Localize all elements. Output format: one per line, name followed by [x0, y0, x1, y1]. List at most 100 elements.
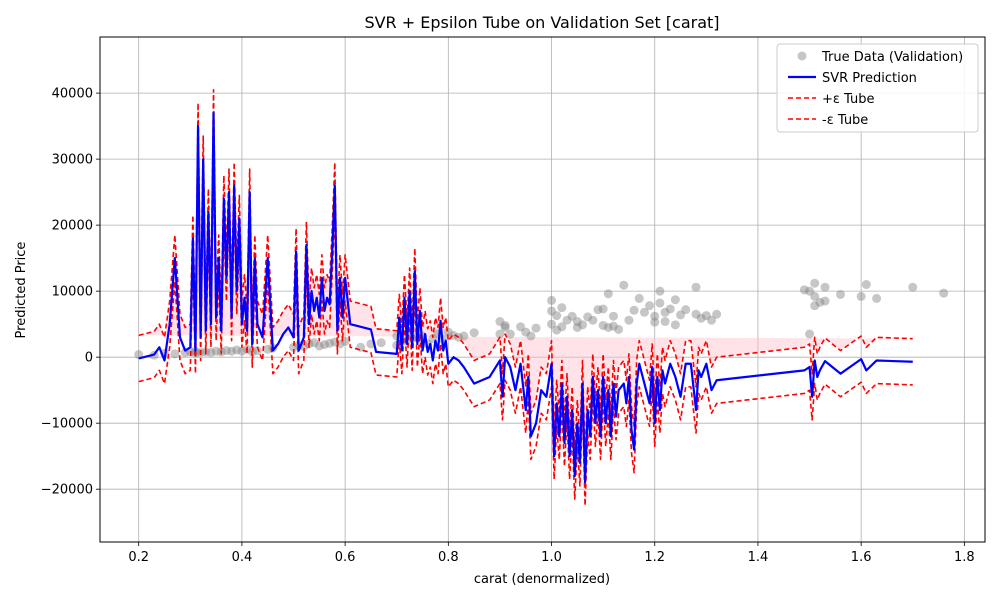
y-axis-label: Predicted Price [14, 242, 29, 339]
true-data-point [655, 298, 665, 308]
true-data-point [805, 286, 815, 296]
true-data-point [608, 321, 618, 331]
legend-label-true-data: True Data (Validation) [821, 50, 963, 65]
true-data-point [696, 313, 706, 323]
true-data-point [593, 305, 603, 315]
true-data-point [588, 315, 598, 325]
true-data-point [577, 320, 587, 330]
true-data-point [237, 346, 247, 356]
true-data-point [221, 346, 231, 356]
x-axis-label: carat (denormalized) [474, 572, 610, 587]
true-data-point [645, 301, 655, 311]
true-data-point [650, 317, 660, 327]
true-data-point [314, 341, 324, 351]
true-data-point [562, 315, 572, 325]
legend-box [776, 43, 979, 133]
true-data-point [650, 311, 660, 321]
true-data-point [712, 309, 722, 319]
true-data-point [856, 291, 866, 301]
true-data-point [567, 311, 577, 321]
true-data-point [820, 282, 830, 292]
y-tick-label: 20000 [52, 219, 93, 234]
true-data-point [552, 325, 562, 335]
true-data-point [707, 315, 717, 325]
true-data-point [603, 289, 613, 299]
true-data-point [799, 285, 809, 295]
true-data-point [629, 305, 639, 315]
true-data-point [500, 322, 510, 332]
true-data-point [526, 331, 536, 341]
true-data-point [516, 322, 526, 332]
true-data-point [603, 322, 613, 332]
true-data-point [598, 320, 608, 330]
true-data-point [206, 348, 216, 358]
true-data-point [608, 311, 618, 321]
x-tick-label: 0.8 [438, 550, 459, 565]
y-tick-label: −20000 [41, 483, 93, 498]
true-data-point [469, 328, 479, 338]
true-data-point [443, 327, 453, 337]
true-data-point [691, 309, 701, 319]
x-tick-label: 0.4 [232, 550, 253, 565]
true-data-point [531, 323, 541, 333]
line-layer [138, 89, 913, 507]
true-data-point [939, 288, 949, 298]
true-data-point [495, 317, 505, 327]
legend-label-minus-epsilon: -ε Tube [822, 113, 868, 128]
true-data-point [810, 291, 820, 301]
x-tick-label: 1.4 [748, 550, 769, 565]
true-data-point [598, 304, 608, 314]
true-data-point [232, 345, 242, 355]
true-data-point [861, 280, 871, 290]
x-tick-label: 0.2 [128, 550, 149, 565]
true-data-point [459, 331, 469, 341]
x-tick-label: 1.8 [954, 550, 975, 565]
true-data-point [572, 322, 582, 332]
y-tick-label: 30000 [52, 153, 93, 168]
true-data-point [670, 295, 680, 305]
true-data-point [691, 282, 701, 292]
true-data-point [263, 344, 273, 354]
true-data-point [670, 320, 680, 330]
true-data-point [227, 346, 237, 356]
legend: True Data (Validation) SVR Prediction +ε… [776, 43, 979, 133]
true-data-point [495, 329, 505, 339]
true-data-point [376, 338, 386, 348]
x-tick-label: 1.0 [541, 550, 562, 565]
true-data-point [810, 301, 820, 311]
true-data-point [908, 282, 918, 292]
true-data-point [676, 310, 686, 320]
true-data-point [319, 340, 329, 350]
true-data-point [634, 293, 644, 303]
true-data-point [805, 329, 815, 339]
true-data-point [547, 306, 557, 316]
true-data-point [810, 278, 820, 288]
true-data-point [660, 307, 670, 317]
y-tick-label: 40000 [52, 87, 93, 102]
true-data-point [325, 338, 335, 348]
true-data-point [552, 311, 562, 321]
true-data-point [547, 319, 557, 329]
x-tick-label: 0.6 [335, 550, 356, 565]
true-data-point [583, 312, 593, 322]
true-data-point [252, 346, 262, 356]
true-data-point [665, 304, 675, 314]
true-data-point [547, 295, 557, 305]
plot-frame [99, 36, 986, 543]
true-data-point [836, 289, 846, 299]
true-data-point [309, 338, 319, 348]
y-tick-label: 0 [85, 351, 93, 366]
true-data-point [521, 327, 531, 337]
true-data-point [872, 293, 882, 303]
true-data-point [701, 311, 711, 321]
x-tick-label: 1.2 [644, 550, 665, 565]
true-data-point [655, 286, 665, 296]
true-data-point [211, 346, 221, 356]
true-data-point [557, 322, 567, 332]
true-data-point [289, 342, 299, 352]
x-ticks: 0.2 0.4 0.6 0.8 1.0 1.2 1.4 1.6 1.8 [128, 542, 975, 565]
true-data-point [505, 329, 515, 339]
true-data-point [624, 315, 634, 325]
true-data-point [619, 280, 629, 290]
